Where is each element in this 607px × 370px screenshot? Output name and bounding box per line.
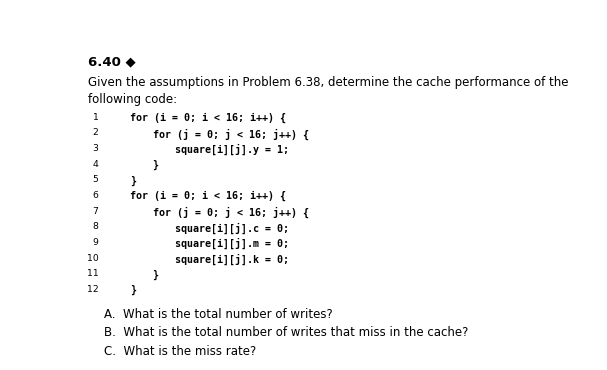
Text: 7: 7 xyxy=(93,207,98,216)
Text: }: } xyxy=(152,160,158,170)
Text: }: } xyxy=(130,175,136,186)
Text: for (i = 0; i < 16; i++) {: for (i = 0; i < 16; i++) { xyxy=(130,191,286,201)
Text: for (j = 0; j < 16; j++) {: for (j = 0; j < 16; j++) { xyxy=(152,207,308,218)
Text: 6: 6 xyxy=(93,191,98,200)
Text: 2: 2 xyxy=(93,128,98,137)
Text: 6.40 ◆: 6.40 ◆ xyxy=(87,56,135,69)
Text: square[i][j].c = 0;: square[i][j].c = 0; xyxy=(175,222,289,234)
Text: for (j = 0; j < 16; j++) {: for (j = 0; j < 16; j++) { xyxy=(152,128,308,140)
Text: 5: 5 xyxy=(93,175,98,185)
Text: square[i][j].y = 1;: square[i][j].y = 1; xyxy=(175,144,289,155)
Text: }: } xyxy=(152,269,158,280)
Text: 3: 3 xyxy=(93,144,98,153)
Text: for (i = 0; i < 16; i++) {: for (i = 0; i < 16; i++) { xyxy=(130,113,286,123)
Text: 1: 1 xyxy=(93,113,98,122)
Text: following code:: following code: xyxy=(87,93,177,106)
Text: 8: 8 xyxy=(93,222,98,232)
Text: 10: 10 xyxy=(87,254,98,263)
Text: square[i][j].m = 0;: square[i][j].m = 0; xyxy=(175,238,289,249)
Text: 9: 9 xyxy=(93,238,98,247)
Text: Given the assumptions in Problem 6.38, determine the cache performance of the: Given the assumptions in Problem 6.38, d… xyxy=(87,76,568,89)
Text: A.  What is the total number of writes?: A. What is the total number of writes? xyxy=(104,308,333,321)
Text: B.  What is the total number of writes that miss in the cache?: B. What is the total number of writes th… xyxy=(104,326,469,339)
Text: 4: 4 xyxy=(93,160,98,169)
Text: }: } xyxy=(130,285,136,295)
Text: C.  What is the miss rate?: C. What is the miss rate? xyxy=(104,345,256,358)
Text: 11: 11 xyxy=(87,269,98,279)
Text: square[i][j].k = 0;: square[i][j].k = 0; xyxy=(175,254,289,265)
Text: 12: 12 xyxy=(87,285,98,294)
